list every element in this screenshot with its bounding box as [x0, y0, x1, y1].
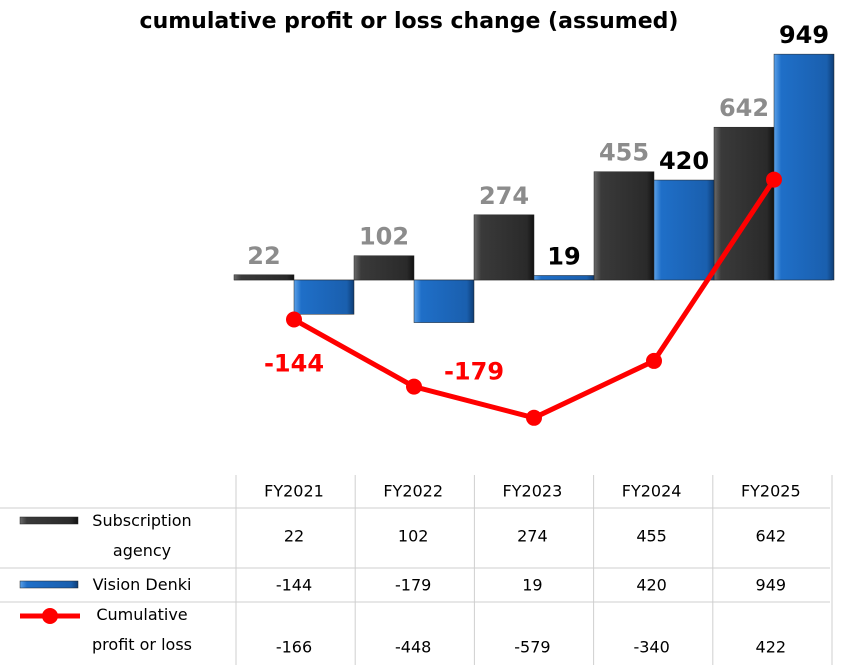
table-cell: 102 [398, 527, 429, 546]
data-label: -144 [264, 349, 324, 377]
line-marker [526, 409, 542, 426]
bar [413, 279, 475, 323]
table-cell: -144 [276, 576, 312, 595]
data-label: 455 [599, 139, 649, 167]
chart-title: cumulative profit or loss change (assume… [140, 9, 679, 34]
legend-label: Vision Denki [92, 575, 192, 594]
table-cell: 455 [636, 527, 667, 546]
legend-key [19, 580, 79, 589]
line-marker [646, 352, 662, 369]
legend-label: Cumulative profit or loss [92, 605, 192, 654]
data-label: 274 [479, 182, 529, 210]
table-cell: -448 [395, 638, 431, 657]
bar [293, 279, 355, 315]
table-cell: -579 [514, 638, 550, 657]
data-label: 420 [659, 147, 709, 175]
bar [233, 274, 295, 281]
bar [353, 255, 415, 281]
table-header: FY2022 [383, 482, 443, 501]
data-label: 22 [247, 242, 280, 270]
legend-key [19, 516, 79, 525]
table-cell: 642 [756, 527, 787, 546]
bar [773, 53, 835, 281]
line-marker [286, 311, 302, 328]
line-marker [406, 378, 422, 395]
data-label: 102 [359, 223, 409, 251]
table-header: FY2023 [503, 482, 563, 501]
table-cell: -340 [633, 638, 669, 657]
bar [593, 171, 655, 281]
bar [653, 179, 715, 281]
table-cell: 274 [517, 527, 548, 546]
line-marker [766, 171, 782, 188]
table-header: FY2021 [264, 482, 324, 501]
data-label: 19 [547, 242, 580, 270]
bar [473, 214, 535, 281]
table-header: FY2025 [741, 482, 801, 501]
table-cell: 19 [522, 576, 542, 595]
table-cell: 422 [756, 638, 787, 657]
data-label: 642 [719, 94, 769, 122]
table-cell: -166 [276, 638, 312, 657]
table-cell: 949 [756, 576, 787, 595]
table-cell: 420 [636, 576, 667, 595]
table-cell: 22 [284, 527, 304, 546]
table-cell: -179 [395, 576, 431, 595]
legend-key [42, 608, 58, 624]
legend-label: Subscription agency [92, 511, 192, 560]
table-header: FY2024 [622, 482, 682, 501]
data-label: 949 [779, 21, 829, 49]
data-label: -179 [444, 358, 504, 386]
bar [533, 275, 595, 281]
